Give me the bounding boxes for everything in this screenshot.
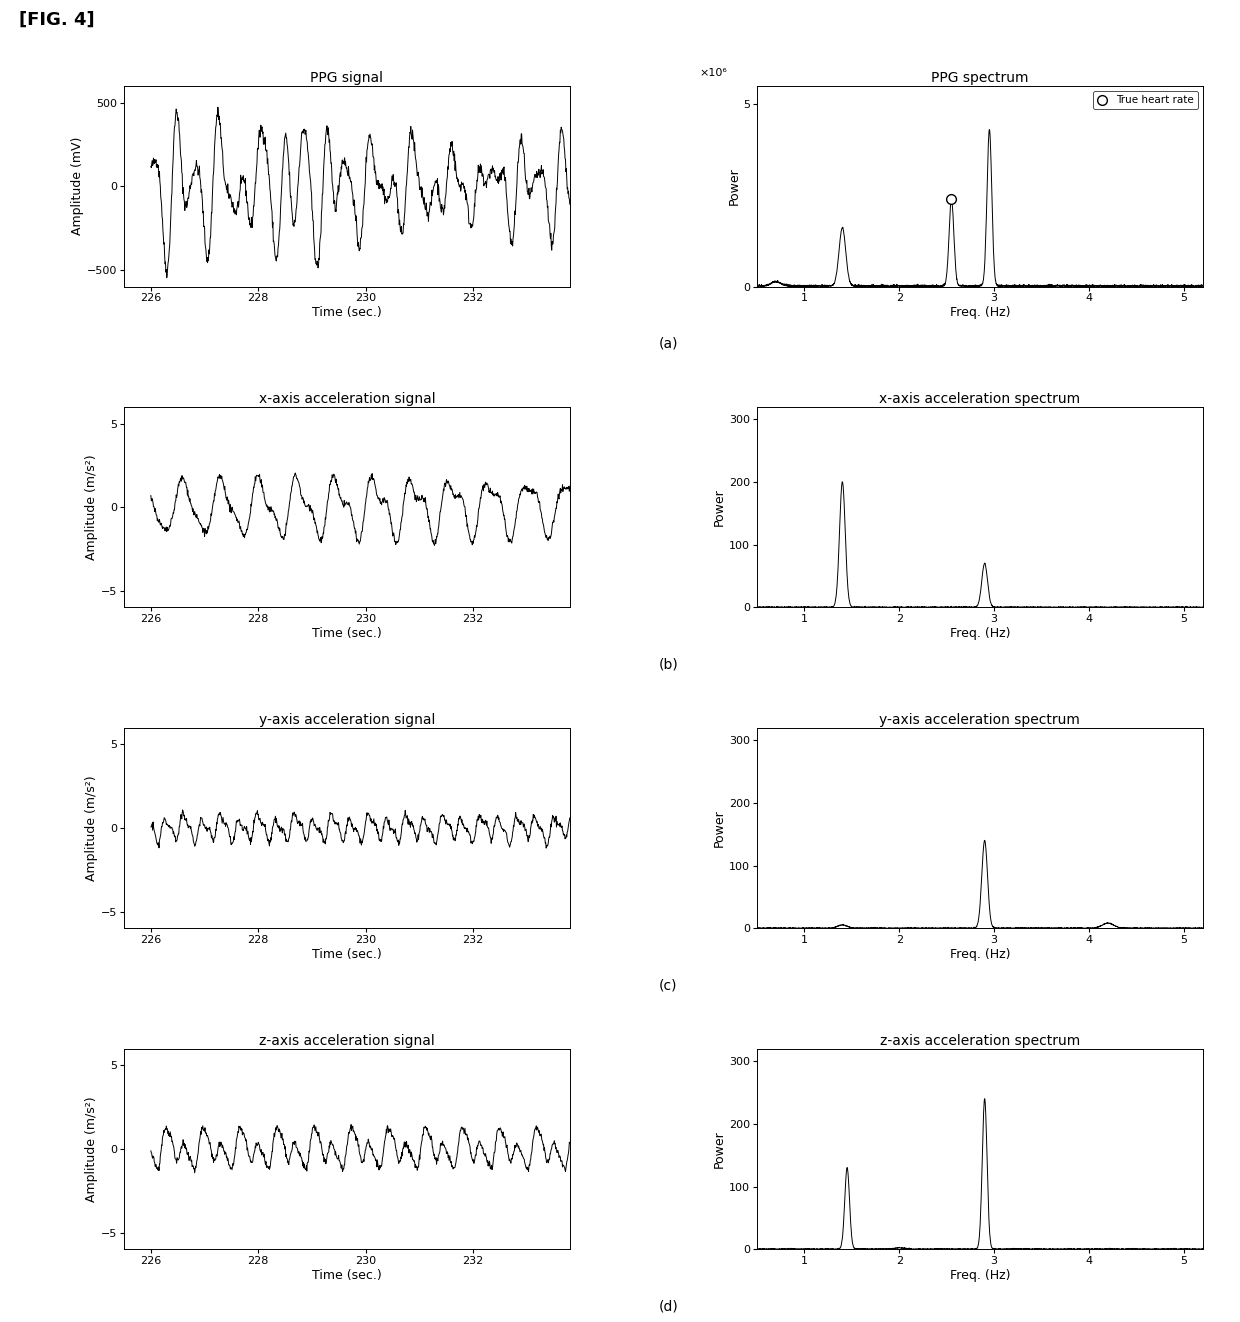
X-axis label: Freq. (Hz): Freq. (Hz) [950,627,1011,640]
X-axis label: Time (sec.): Time (sec.) [312,1269,382,1282]
X-axis label: Time (sec.): Time (sec.) [312,627,382,640]
Title: y-axis acceleration spectrum: y-axis acceleration spectrum [879,713,1080,727]
Title: x-axis acceleration spectrum: x-axis acceleration spectrum [879,391,1080,406]
Text: (a): (a) [658,337,678,350]
Y-axis label: Power: Power [713,1130,727,1167]
Title: z-axis acceleration signal: z-axis acceleration signal [259,1034,435,1047]
Y-axis label: Amplitude (m/s²): Amplitude (m/s²) [84,775,98,880]
Title: y-axis acceleration signal: y-axis acceleration signal [259,713,435,727]
Legend: True heart rate: True heart rate [1092,91,1198,110]
Y-axis label: Amplitude (mV): Amplitude (mV) [71,137,84,235]
Title: z-axis acceleration spectrum: z-axis acceleration spectrum [880,1034,1080,1047]
X-axis label: Time (sec.): Time (sec.) [312,948,382,961]
Title: x-axis acceleration signal: x-axis acceleration signal [259,391,435,406]
Y-axis label: Power: Power [713,488,727,526]
Text: (b): (b) [658,657,678,672]
Y-axis label: Power: Power [713,809,727,847]
Text: ×10⁶: ×10⁶ [699,67,727,78]
Title: PPG signal: PPG signal [310,71,383,85]
X-axis label: Time (sec.): Time (sec.) [312,307,382,319]
Y-axis label: Power: Power [728,168,740,205]
Title: PPG spectrum: PPG spectrum [931,71,1029,85]
Y-axis label: Amplitude (m/s²): Amplitude (m/s²) [84,1096,98,1202]
X-axis label: Freq. (Hz): Freq. (Hz) [950,1269,1011,1282]
Text: [FIG. 4]: [FIG. 4] [19,11,94,29]
X-axis label: Freq. (Hz): Freq. (Hz) [950,948,1011,961]
Y-axis label: Amplitude (m/s²): Amplitude (m/s²) [84,455,98,561]
Text: (d): (d) [658,1300,678,1314]
Text: (c): (c) [658,978,677,993]
X-axis label: Freq. (Hz): Freq. (Hz) [950,307,1011,319]
